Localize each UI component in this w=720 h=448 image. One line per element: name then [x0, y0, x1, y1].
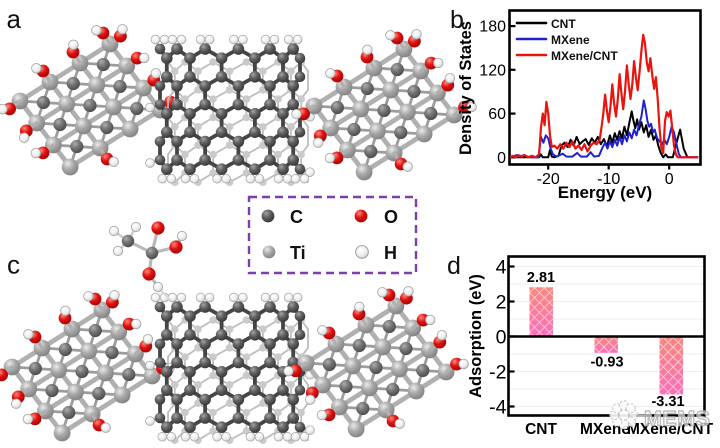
svg-text:0: 0 [665, 171, 674, 188]
svg-text:c: c [7, 250, 20, 280]
svg-text:120: 120 [479, 62, 506, 79]
svg-text:-20: -20 [537, 171, 560, 188]
svg-text:MXene/CNT: MXene/CNT [551, 49, 618, 63]
svg-text:C: C [290, 207, 303, 227]
svg-text:CNT: CNT [525, 421, 557, 438]
svg-text:4: 4 [496, 257, 507, 279]
svg-text:d: d [447, 252, 461, 280]
svg-text:0: 0 [497, 150, 506, 167]
svg-text:Energy (eV): Energy (eV) [558, 183, 652, 202]
svg-text:60: 60 [488, 106, 506, 123]
svg-text:-2: -2 [489, 362, 506, 384]
svg-text:H: H [384, 243, 397, 263]
svg-text:MEMS: MEMS [644, 407, 711, 431]
svg-text:2: 2 [496, 292, 507, 314]
svg-text:-3.31: -3.31 [651, 394, 684, 410]
svg-text:-4: -4 [489, 397, 506, 419]
svg-text:O: O [384, 207, 398, 227]
svg-text:MXene: MXene [551, 33, 590, 47]
svg-text:MXene/CNT: MXene/CNT [627, 421, 714, 438]
svg-text:CNT: CNT [551, 17, 576, 31]
svg-text:Density of States: Density of States [457, 21, 475, 155]
svg-text:-10: -10 [597, 171, 620, 188]
svg-text:180: 180 [479, 19, 506, 36]
svg-text:-0.93: -0.93 [590, 355, 623, 371]
svg-text:b: b [450, 6, 464, 34]
svg-text:Adsorption (eV): Adsorption (eV) [467, 274, 485, 398]
svg-text:2.81: 2.81 [527, 270, 555, 286]
svg-text:Ti: Ti [290, 243, 306, 263]
svg-text:a: a [7, 4, 22, 34]
svg-text:0: 0 [496, 327, 507, 349]
